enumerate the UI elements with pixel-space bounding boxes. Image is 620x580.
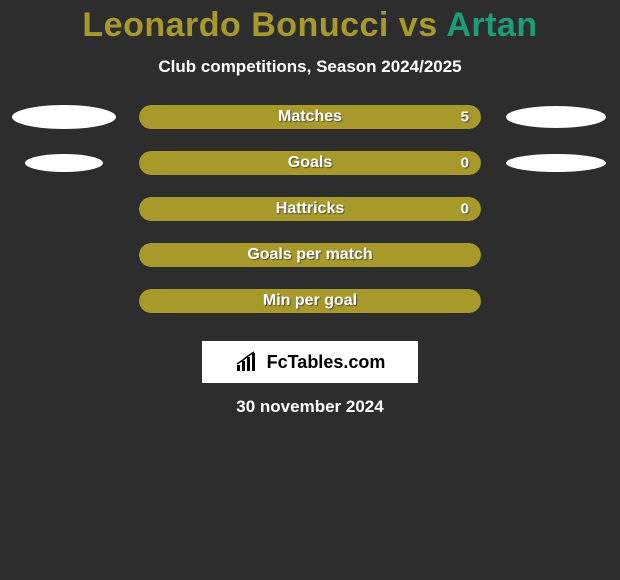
ellipse-icon xyxy=(506,154,606,172)
stat-bar: Goals 0 xyxy=(139,151,481,175)
stat-label: Goals per match xyxy=(247,246,372,264)
stat-row: Goals 0 xyxy=(0,151,620,175)
page-title: Leonardo Bonucci vs Artan xyxy=(0,6,620,45)
stat-row: Min per goal xyxy=(0,289,620,313)
brand-text: FcTables.com xyxy=(267,352,386,373)
subtitle: Club competitions, Season 2024/2025 xyxy=(0,57,620,77)
right-marker xyxy=(501,154,611,172)
stat-label: Hattricks xyxy=(276,200,344,218)
stat-bar: Goals per match xyxy=(139,243,481,267)
ellipse-icon xyxy=(506,106,606,128)
brand-chart-icon xyxy=(235,351,261,373)
stat-row: Goals per match xyxy=(0,243,620,267)
right-marker xyxy=(501,106,611,128)
brand-badge[interactable]: FcTables.com xyxy=(202,341,418,383)
stat-label: Min per goal xyxy=(263,292,357,310)
stat-label: Goals xyxy=(288,154,332,172)
stat-label: Matches xyxy=(278,108,342,126)
stat-value: 5 xyxy=(461,109,469,126)
left-marker xyxy=(9,105,119,129)
stat-bar: Min per goal xyxy=(139,289,481,313)
player2-name: Artan xyxy=(446,6,537,44)
stat-bar: Hattricks 0 xyxy=(139,197,481,221)
player1-name: Leonardo Bonucci xyxy=(82,6,388,44)
stat-row: Hattricks 0 xyxy=(0,197,620,221)
comparison-widget: Leonardo Bonucci vs Artan Club competiti… xyxy=(0,0,620,417)
stat-value: 0 xyxy=(461,201,469,218)
left-marker xyxy=(9,154,119,172)
date-label: 30 november 2024 xyxy=(0,397,620,417)
ellipse-icon xyxy=(12,105,116,129)
stat-rows: Matches 5 Goals 0 Hattricks 0 Goals per match M… xyxy=(0,105,620,313)
stat-row: Matches 5 xyxy=(0,105,620,129)
ellipse-icon xyxy=(25,154,103,172)
vs-text: vs xyxy=(389,6,446,44)
stat-bar: Matches 5 xyxy=(139,105,481,129)
stat-value: 0 xyxy=(461,155,469,172)
